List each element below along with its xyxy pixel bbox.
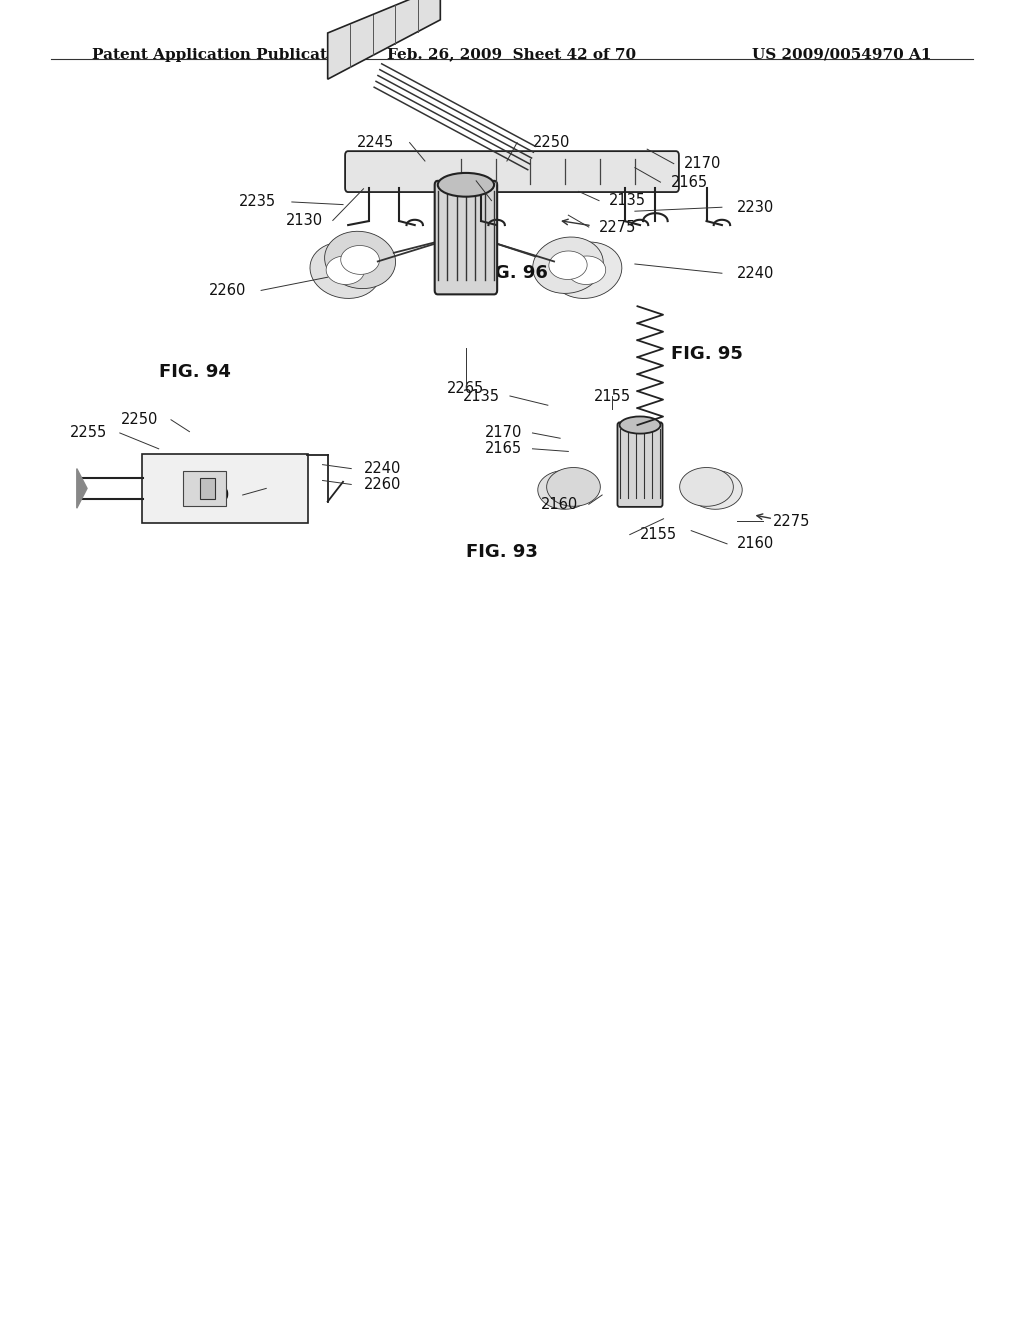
Text: 2260: 2260 — [364, 477, 400, 492]
Text: 2250: 2250 — [122, 412, 159, 428]
Text: 2165: 2165 — [671, 174, 708, 190]
FancyBboxPatch shape — [183, 471, 226, 506]
Text: 2275: 2275 — [599, 219, 636, 235]
Text: Patent Application Publication: Patent Application Publication — [92, 48, 354, 62]
Text: 2255: 2255 — [71, 425, 108, 441]
Polygon shape — [326, 256, 365, 284]
Text: FIG. 93: FIG. 93 — [466, 543, 538, 561]
Polygon shape — [328, 0, 440, 79]
Text: 2240: 2240 — [364, 461, 400, 477]
Polygon shape — [549, 251, 587, 280]
Polygon shape — [532, 238, 603, 293]
Text: FIG. 95: FIG. 95 — [671, 345, 742, 363]
Polygon shape — [325, 231, 395, 289]
Text: 2135: 2135 — [609, 193, 646, 209]
Text: 2155: 2155 — [640, 527, 677, 543]
Text: 2160: 2160 — [542, 496, 579, 512]
Text: 2245: 2245 — [357, 135, 394, 150]
Polygon shape — [310, 242, 381, 298]
Text: 2155: 2155 — [594, 388, 631, 404]
FancyBboxPatch shape — [142, 454, 308, 523]
Text: 2230: 2230 — [194, 487, 230, 503]
FancyBboxPatch shape — [617, 422, 663, 507]
FancyBboxPatch shape — [345, 150, 679, 191]
Text: 2160: 2160 — [737, 536, 774, 552]
Bar — [200, 478, 215, 499]
Text: 2265: 2265 — [447, 380, 484, 396]
Text: 2130: 2130 — [286, 213, 323, 228]
Text: 2170: 2170 — [485, 425, 522, 441]
Text: US 2009/0054970 A1: US 2009/0054970 A1 — [753, 48, 932, 62]
Polygon shape — [567, 256, 606, 284]
Polygon shape — [680, 467, 733, 507]
Text: 2165: 2165 — [485, 441, 522, 457]
Polygon shape — [551, 242, 622, 298]
Text: 2170: 2170 — [684, 156, 721, 172]
Polygon shape — [538, 470, 592, 510]
Polygon shape — [77, 469, 87, 508]
Ellipse shape — [620, 416, 660, 433]
Text: 2250: 2250 — [532, 135, 569, 150]
Text: Feb. 26, 2009  Sheet 42 of 70: Feb. 26, 2009 Sheet 42 of 70 — [387, 48, 637, 62]
Text: 2235: 2235 — [240, 194, 276, 210]
Polygon shape — [688, 470, 742, 510]
Text: FIG. 96: FIG. 96 — [476, 264, 548, 282]
FancyBboxPatch shape — [434, 181, 498, 294]
Text: 2240: 2240 — [737, 265, 774, 281]
Text: 2135: 2135 — [463, 388, 500, 404]
Text: FIG. 94: FIG. 94 — [159, 363, 230, 381]
Polygon shape — [547, 467, 600, 507]
Text: 2275: 2275 — [773, 513, 810, 529]
Text: 2160: 2160 — [444, 193, 481, 209]
Text: 2260: 2260 — [209, 282, 246, 298]
Text: 2230: 2230 — [737, 199, 774, 215]
Polygon shape — [341, 246, 380, 275]
Ellipse shape — [438, 173, 495, 197]
